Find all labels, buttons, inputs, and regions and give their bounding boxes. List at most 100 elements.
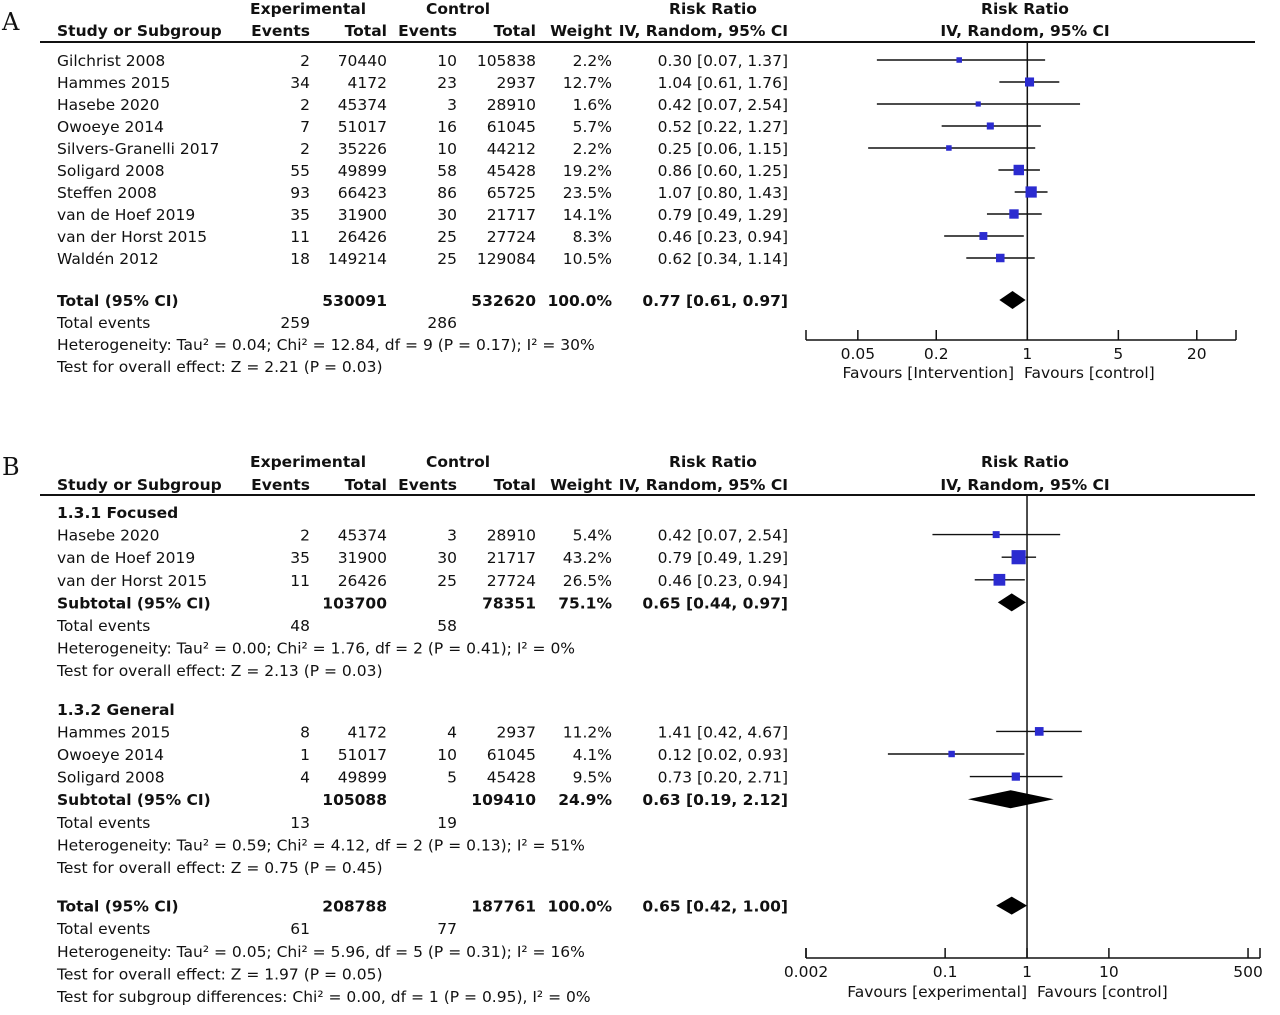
study-marker <box>1011 772 1020 781</box>
events-exp: 18 <box>290 250 310 268</box>
summary-note: Test for overall effect: Z = 0.75 (P = 0… <box>56 859 383 877</box>
ci-text: 0.12 [0.02, 0.93] <box>658 746 788 764</box>
axis-tick-label: 1 <box>1022 963 1032 981</box>
study-marker <box>948 750 955 758</box>
plot-header-title: Risk Ratio <box>981 0 1069 18</box>
header-events-ctl: Events <box>398 22 457 40</box>
ci-text: 0.30 [0.07, 1.37] <box>658 52 788 70</box>
study-name: van de Hoef 2019 <box>57 206 195 224</box>
weight: 8.3% <box>573 228 612 246</box>
total-exp: 66423 <box>338 184 387 202</box>
subgroup-heading: 1.3.2 General <box>57 701 175 719</box>
header-total-exp: Total <box>345 22 387 40</box>
events-ctl: 10 <box>437 746 457 764</box>
study-name: Soligard 2008 <box>57 162 165 180</box>
panel-label: A <box>1 8 20 36</box>
summary-note: Test for overall effect: Z = 1.97 (P = 0… <box>56 965 383 983</box>
total-exp: 51017 <box>338 746 387 764</box>
events-exp: 2 <box>300 527 310 545</box>
pooled-label: Subtotal (95% CI) <box>57 791 211 809</box>
total-exp: 49899 <box>338 769 387 787</box>
events-ctl: 25 <box>437 250 457 268</box>
header-events-ctl: Events <box>398 476 457 494</box>
weight: 5.4% <box>573 527 612 545</box>
total-ctl: 105838 <box>477 52 536 70</box>
total-exp: 26426 <box>338 228 387 246</box>
ci-text: 0.25 [0.06, 1.15] <box>658 140 788 158</box>
total-ctl: 61045 <box>487 746 536 764</box>
summary-note: Heterogeneity: Tau² = 0.05; Chi² = 5.96,… <box>57 943 585 961</box>
study-marker <box>996 253 1005 263</box>
ci-text: 0.46 [0.23, 0.94] <box>658 228 788 246</box>
total-exp: 45374 <box>338 527 387 545</box>
summary-note: Heterogeneity: Tau² = 0.00; Chi² = 1.76,… <box>57 640 575 658</box>
total-events-ctl: 58 <box>437 617 457 635</box>
pooled-weight: 75.1% <box>558 594 612 612</box>
events-exp: 11 <box>290 228 310 246</box>
study-marker <box>979 232 988 240</box>
weight: 4.1% <box>573 746 612 764</box>
ci-text: 0.42 [0.07, 2.54] <box>658 96 788 114</box>
header-method: IV, Random, 95% CI <box>619 22 788 40</box>
study-marker <box>1009 209 1019 219</box>
ci-text: 1.41 [0.42, 4.67] <box>658 723 788 741</box>
weight: 26.5% <box>563 572 612 590</box>
events-ctl: 25 <box>437 572 457 590</box>
total-events-exp: 13 <box>290 814 310 832</box>
study-marker <box>986 122 994 130</box>
study-name: Owoeye 2014 <box>57 118 164 136</box>
total-ctl: 45428 <box>487 769 536 787</box>
events-ctl: 3 <box>447 527 457 545</box>
pooled-label: Subtotal (95% CI) <box>57 594 211 612</box>
weight: 43.2% <box>563 549 612 567</box>
study-name: Gilchrist 2008 <box>57 52 165 70</box>
events-exp: 2 <box>300 140 310 158</box>
study-name: Hasebe 2020 <box>57 527 160 545</box>
total-ctl: 21717 <box>487 549 536 567</box>
axis-tick-label: 0.2 <box>924 345 949 363</box>
ci-text: 0.52 [0.22, 1.27] <box>658 118 788 136</box>
ci-text: 1.04 [0.61, 1.76] <box>658 74 788 92</box>
pooled-total-exp: 105088 <box>322 791 387 809</box>
header-total-ctl: Total <box>494 22 536 40</box>
pooled-diamond <box>999 291 1026 309</box>
study-name: Steffen 2008 <box>57 184 157 202</box>
events-exp: 11 <box>290 572 310 590</box>
weight: 2.2% <box>573 52 612 70</box>
events-exp: 93 <box>290 184 310 202</box>
header-weight: Weight <box>550 476 612 494</box>
study-name: van der Horst 2015 <box>57 572 207 590</box>
header-study: Study or Subgroup <box>57 22 222 40</box>
study-marker <box>992 531 1000 539</box>
header-events-exp: Events <box>251 476 310 494</box>
ci-text: 0.86 [0.60, 1.25] <box>658 162 788 180</box>
total-ctl: 28910 <box>487 527 536 545</box>
header-experimental: Experimental <box>250 0 366 18</box>
events-exp: 34 <box>290 74 310 92</box>
study-marker <box>1011 550 1026 565</box>
pooled-ci: 0.65 [0.44, 0.97] <box>642 594 788 612</box>
panel-label: B <box>2 453 20 481</box>
study-name: Hasebe 2020 <box>57 96 160 114</box>
total-exp: 4172 <box>348 723 387 741</box>
events-exp: 55 <box>290 162 310 180</box>
summary-note: Test for subgroup differences: Chi² = 0.… <box>56 988 591 1006</box>
total-exp: 31900 <box>338 206 387 224</box>
pooled-total-ctl: 109410 <box>471 791 536 809</box>
total-exp: 70440 <box>338 52 387 70</box>
study-name: Owoeye 2014 <box>57 746 164 764</box>
favours-right: Favours [control] <box>1024 364 1155 382</box>
study-marker <box>993 573 1006 586</box>
total-ctl: 27724 <box>487 228 536 246</box>
study-name: Waldén 2012 <box>57 250 159 268</box>
favours-left: Favours [experimental] <box>847 983 1027 1001</box>
plot-header-title: Risk Ratio <box>981 453 1069 471</box>
study-name: Soligard 2008 <box>57 769 165 787</box>
plot-header-method: IV, Random, 95% CI <box>940 476 1109 494</box>
events-exp: 1 <box>300 746 310 764</box>
total-exp: 51017 <box>338 118 387 136</box>
pooled-weight: 100.0% <box>547 292 612 310</box>
events-exp: 2 <box>300 52 310 70</box>
pooled-ci: 0.65 [0.42, 1.00] <box>642 898 788 916</box>
header-method: IV, Random, 95% CI <box>619 476 788 494</box>
